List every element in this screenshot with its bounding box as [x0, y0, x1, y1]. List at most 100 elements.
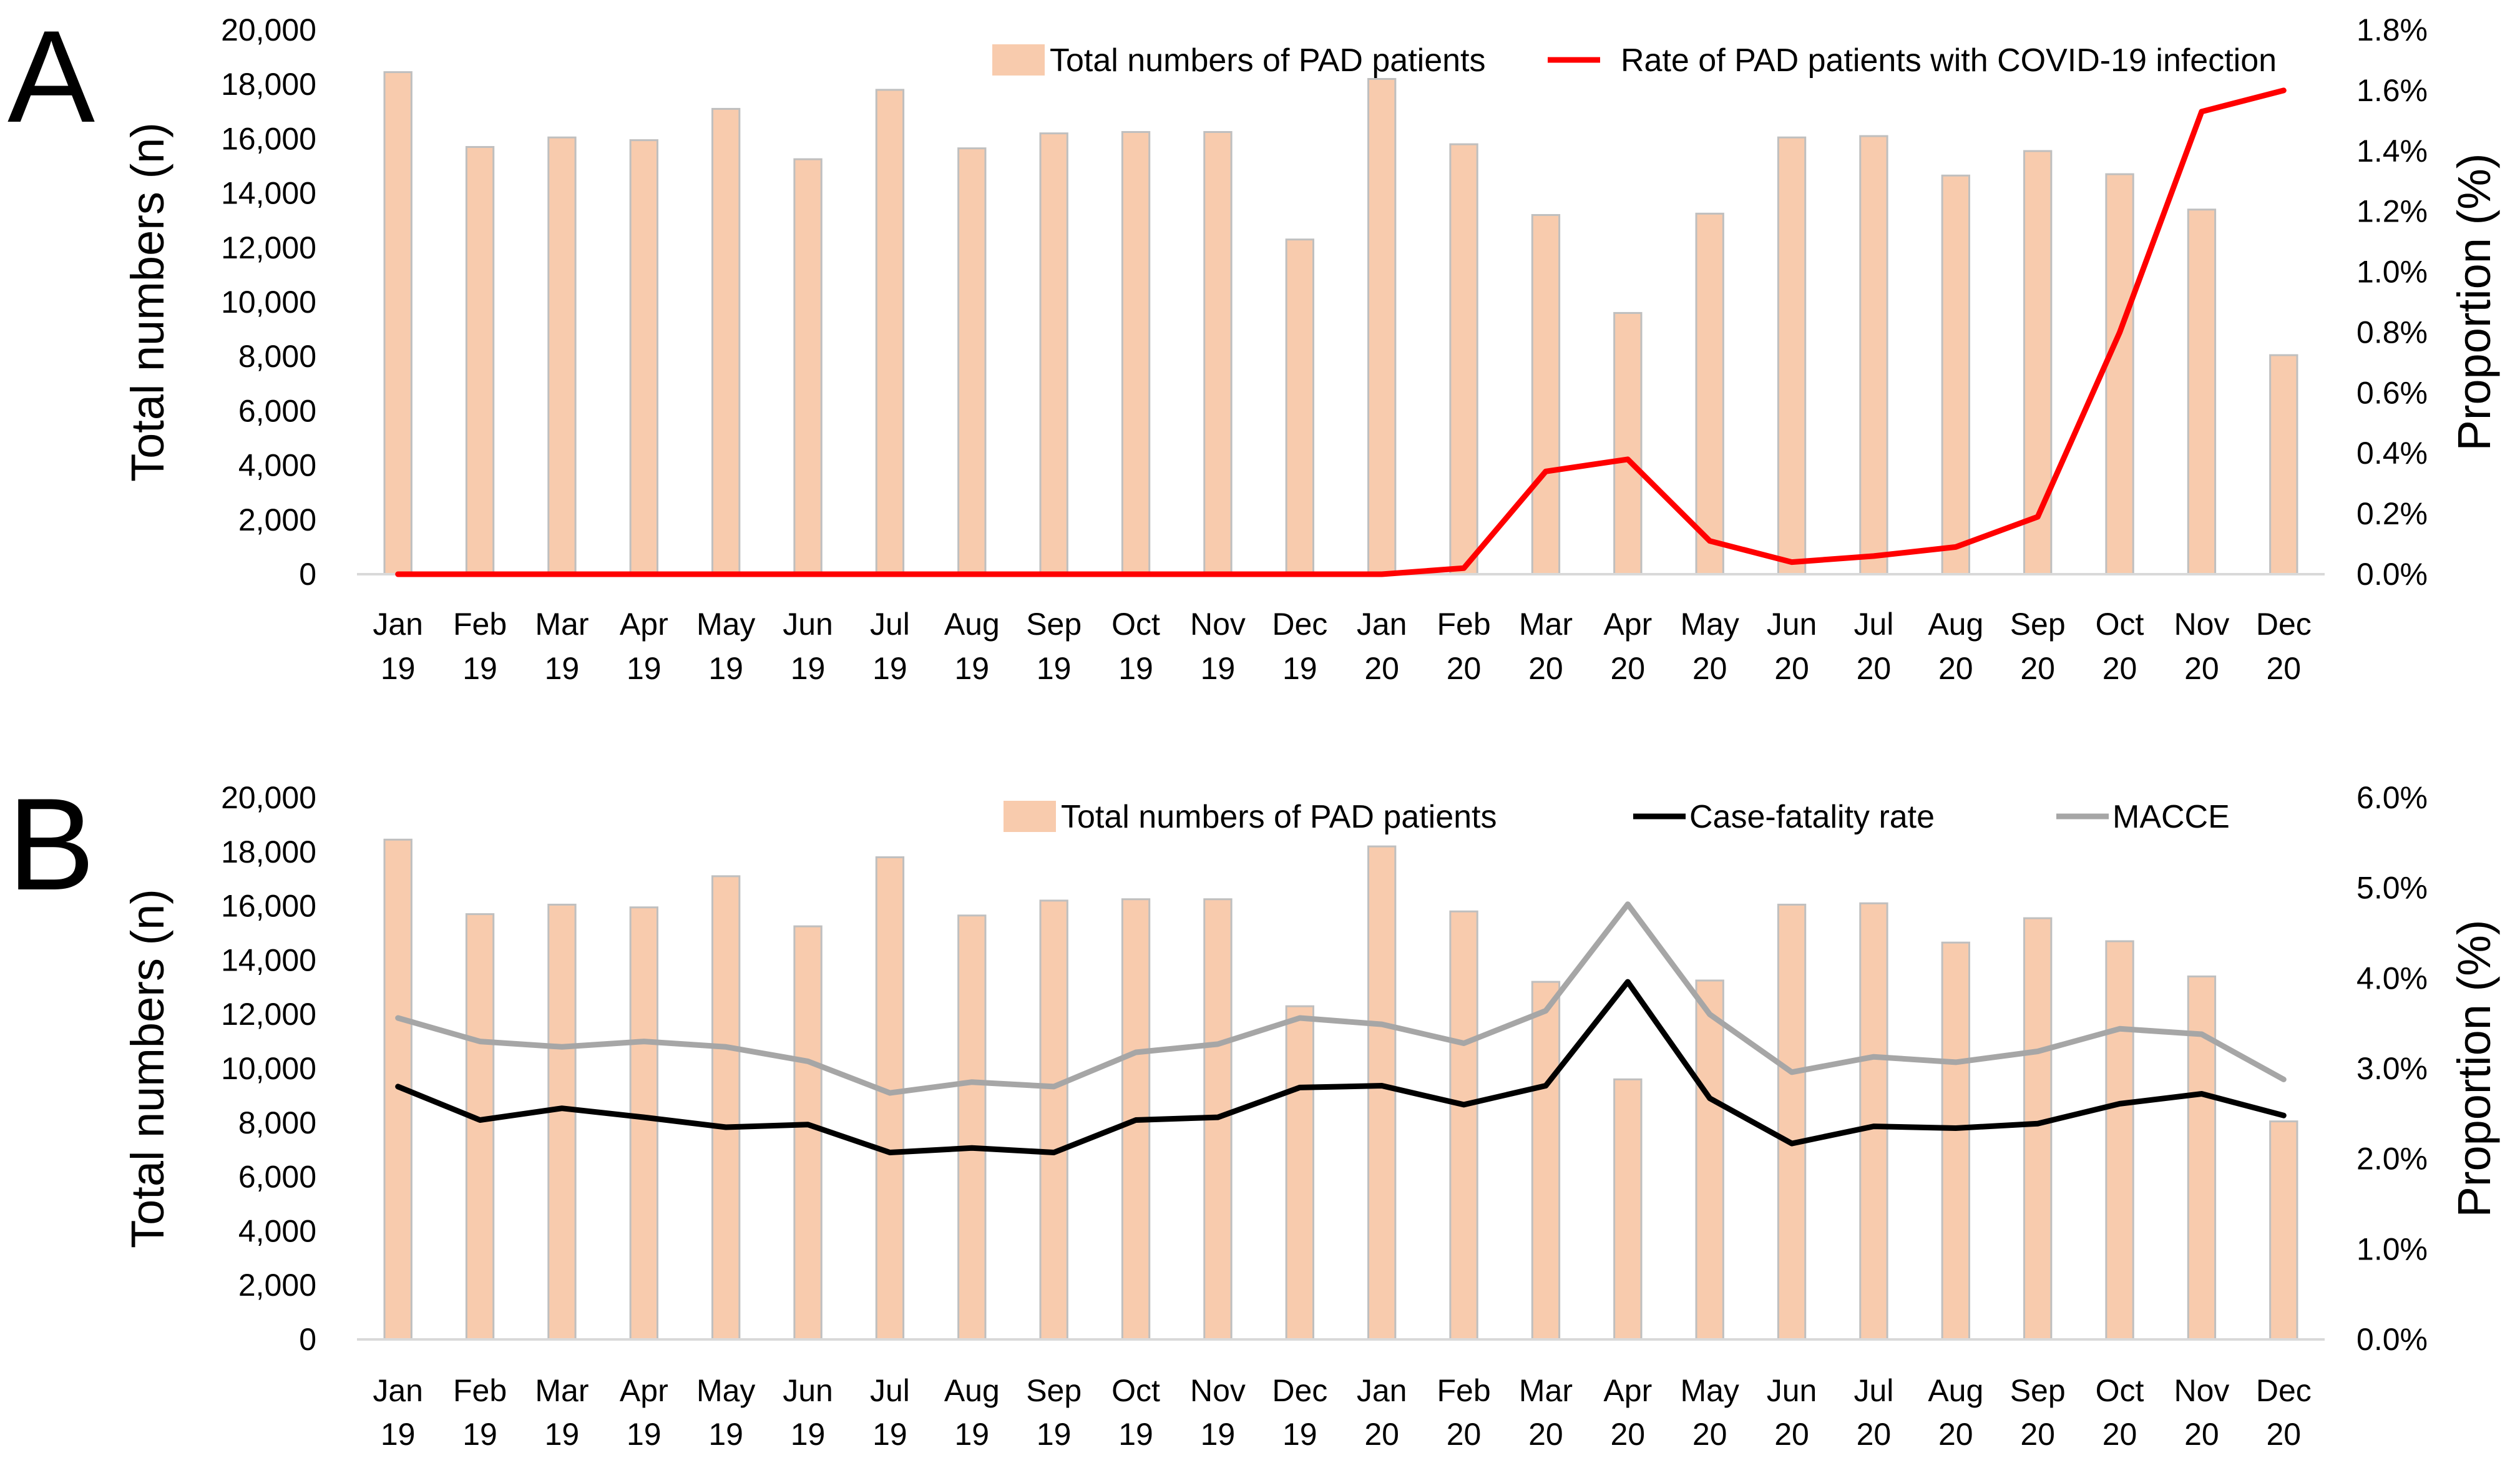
panel-b-bar [1695, 979, 1724, 1341]
panel-a-x-tick-month: Jan [1357, 607, 1407, 642]
panel-b-x-tick-year: 20 [1774, 1417, 1809, 1452]
panel-a-y-tick-label: 8,000 [238, 339, 316, 374]
panel-b-y-tick-label: 16,000 [221, 889, 316, 924]
panel-b-x-tick-year: 19 [627, 1417, 662, 1452]
panel-b-bar [465, 913, 495, 1341]
panel-b-y2-tick-label: 5.0% [2356, 871, 2428, 906]
panel-a-bar [2269, 354, 2298, 575]
panel-a-x-tick-year: 20 [1611, 651, 1646, 686]
panel-b-bar [1613, 1078, 1643, 1341]
panel-a-x-tick-month: Mar [1519, 607, 1573, 642]
panel-a-y-tick-label: 6,000 [238, 393, 316, 428]
panel-b-x-tick-month: May [696, 1373, 755, 1408]
panel-a-x-tick-year: 20 [2020, 651, 2055, 686]
panel-b-legend-label: Case-fatality rate [1689, 799, 1935, 835]
panel-b-x-tick-month: Dec [2256, 1373, 2312, 1408]
panel-b-bar [1531, 981, 1561, 1341]
panel-a-y2-tick-label: 1.4% [2356, 134, 2428, 169]
panel-a-bar [1695, 212, 1724, 575]
panel-b-bar [875, 856, 905, 1341]
panel-a-bar [1531, 213, 1561, 575]
panel-a-bar [1941, 174, 1970, 575]
panel-a-x-tick-year: 19 [545, 651, 580, 686]
panel-a-x-tick-year: 20 [2102, 651, 2137, 686]
panel-a-x-tick-year: 20 [1774, 651, 1809, 686]
panel-b-y2-axis-title: Proportion (%) [2448, 919, 2500, 1217]
panel-a-chart: 0 2,000 4,000 6,000 8,000 10,000 12,000 14,000 1… [122, 12, 2500, 686]
panel-b-bar [547, 903, 577, 1341]
panel-b-x-tick-year: 19 [1037, 1417, 1072, 1452]
panel-a-x-tick-month: Aug [1928, 607, 1983, 642]
panel-b-x-tick-month: Jan [1357, 1373, 1407, 1408]
panel-b-x-tick-year: 19 [1282, 1417, 1317, 1452]
panel-a-y2-tick-label: 1.8% [2356, 12, 2428, 47]
panel-b-x-tick-month: Jun [1767, 1373, 1817, 1408]
panel-b-legend-label: Total numbers of PAD patients [1061, 799, 1497, 835]
panel-a-bar [2105, 173, 2134, 575]
panel-b-y-tick-label: 8,000 [238, 1105, 316, 1140]
panel-b-x-tick-year: 19 [791, 1417, 826, 1452]
panel-b-x-tick-year: 20 [1938, 1417, 1973, 1452]
panel-b-x-tick-year: 20 [1447, 1417, 1482, 1452]
panel-a-x-tick-year: 20 [1447, 651, 1482, 686]
panel-b-x-tick-month: Dec [1272, 1373, 1327, 1408]
panel-b-x-tick-year: 20 [2267, 1417, 2302, 1452]
panel-b-x-tick-year: 19 [1118, 1417, 1153, 1452]
panel-b-x-tick-month: May [1680, 1373, 1739, 1408]
panel-b-bar [629, 906, 658, 1341]
panel-b-y-tick-label: 12,000 [221, 997, 316, 1032]
panel-a-series-line-1 [395, 87, 2287, 577]
panel-a-y-tick-label: 4,000 [238, 448, 316, 483]
panel-a-bar [1449, 143, 1478, 575]
panel-b-x-tick-year: 19 [872, 1417, 907, 1452]
panel-a-y-tick-label: 0 [299, 557, 316, 592]
panel-b-y-tick-label: 18,000 [221, 834, 316, 869]
panel-b-x-tick-year: 20 [2184, 1417, 2219, 1452]
panel-b-x-tick-month: Oct [2096, 1373, 2144, 1408]
panel-b-x-tick-month: Aug [1928, 1373, 1983, 1408]
panel-b-chart: 0 2,000 4,000 6,000 8,000 10,000 12,000 14,000 1… [122, 780, 2500, 1452]
panel-a-x-tick-month: Dec [2256, 607, 2312, 642]
panel-a-y2-tick-label: 1.2% [2356, 194, 2428, 229]
panel-a-y2-tick-label: 0.4% [2356, 436, 2428, 471]
panel-a-y-tick-label: 16,000 [221, 121, 316, 156]
panel-a-y2-tick-label: 0.8% [2356, 315, 2428, 350]
panel-a-x-tick-year: 19 [708, 651, 743, 686]
panel-letter-b: B [7, 771, 95, 918]
panel-b-legend-swatch-bar [1004, 801, 1056, 832]
panel-b-bar [2023, 917, 2053, 1341]
panel-a-x-tick-month: May [1680, 607, 1739, 642]
panel-a-bar [957, 147, 987, 575]
panel-a-x-tick-year: 19 [1201, 651, 1236, 686]
panel-a-x-tick-year: 19 [462, 651, 497, 686]
panel-a-x-tick-month: Sep [1026, 607, 1082, 642]
panel-a-x-tick-month: Feb [453, 607, 507, 642]
panel-b-y2-tick-label: 0.0% [2356, 1322, 2428, 1357]
panel-b-x-tick-month: Feb [1437, 1373, 1490, 1408]
panel-a-bar [2187, 208, 2217, 575]
panel-a-y2-tick-label: 0.0% [2356, 557, 2428, 592]
panel-b-y2-tick-label: 6.0% [2356, 780, 2428, 815]
panel-b-x-tick-year: 20 [2020, 1417, 2055, 1452]
panel-b-x-tick-month: Jan [373, 1373, 423, 1408]
panel-a-x-tick-month: Oct [2096, 607, 2144, 642]
panel-b-y-tick-label: 4,000 [238, 1213, 316, 1248]
panel-a-x-tick-year: 20 [1857, 651, 1892, 686]
panel-a-y2-axis-title: Proportion (%) [2448, 153, 2500, 451]
panel-b-x-tick-month: Oct [1111, 1373, 1160, 1408]
panel-a-x-tick-year: 20 [1692, 651, 1727, 686]
panel-a-x-tick-year: 19 [791, 651, 826, 686]
panel-b-y2-tick-label: 4.0% [2356, 961, 2428, 996]
panel-b-x-tick-year: 20 [1611, 1417, 1646, 1452]
panel-a-x-tick-year: 19 [627, 651, 662, 686]
panel-a-legend-swatch-bar [992, 44, 1045, 76]
panel-b-x-tick-year: 19 [381, 1417, 416, 1452]
panel-a-x-tick-year: 19 [1118, 651, 1153, 686]
panel-b-x-tick-year: 19 [545, 1417, 580, 1452]
panel-a-y2-tick-label: 0.6% [2356, 375, 2428, 410]
panel-a-bar [1203, 131, 1233, 575]
panel-b-bar [1777, 903, 1807, 1341]
panel-b-bar [2105, 940, 2134, 1341]
panel-b-x-tick-month: Apr [1603, 1373, 1652, 1408]
panel-b-bar [1039, 899, 1068, 1341]
